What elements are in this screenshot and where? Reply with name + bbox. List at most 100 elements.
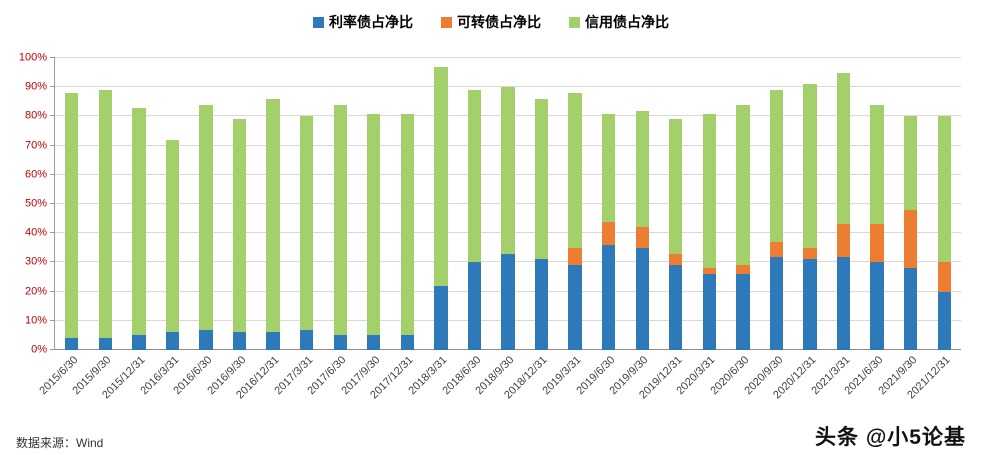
bar-segment [903, 209, 918, 269]
bar-segment [367, 335, 381, 350]
y-axis-tick [50, 232, 55, 234]
y-axis-tick [50, 349, 55, 350]
bar-segment [132, 107, 146, 336]
bar-segment [937, 116, 951, 263]
watermark: 头条 @小5论基 [815, 426, 966, 449]
bar-segment [333, 104, 347, 336]
bar-segment [434, 66, 448, 286]
bar-segment [501, 87, 515, 254]
bar-segment [870, 262, 884, 350]
bar-segment [669, 265, 683, 350]
bar-segment [98, 338, 113, 350]
bar-segment [467, 262, 482, 350]
bar-segment [702, 274, 717, 350]
y-axis-label: 70% [24, 139, 47, 152]
bar-segment [199, 104, 213, 330]
legend-label: 信用债占净比 [585, 14, 669, 30]
source-note: 数据来源：Wind [16, 436, 104, 450]
bar-segment [434, 285, 448, 350]
bar-segment [702, 113, 717, 269]
bar-segment [165, 332, 180, 350]
plot-area: 0% 10% 20% 30% 40% 50% 60% 70% 80% 90% 100% 2015/6/… [19, 52, 961, 401]
bar-segment [299, 329, 314, 350]
bar-segment [769, 241, 784, 257]
y-axis-label: 50% [24, 197, 47, 210]
bar-segment [400, 113, 415, 336]
bar-segment [266, 332, 280, 350]
y-axis-tick [50, 86, 55, 88]
bar-segment [601, 221, 616, 245]
y-axis-tick [50, 115, 55, 117]
y-axis-label: 30% [24, 255, 47, 268]
y-axis-label: 80% [24, 109, 47, 122]
bar-segment [534, 259, 549, 350]
y-axis-tick [50, 203, 55, 204]
bar-segment [467, 90, 482, 263]
bar-segment [769, 256, 784, 350]
bar-segment [870, 104, 884, 225]
bar-segment [601, 244, 616, 350]
y-axis-tick [50, 144, 55, 146]
gridline [55, 86, 961, 88]
bar-segment [199, 329, 213, 350]
y-axis-label: 40% [24, 226, 47, 239]
legend-swatch-icon [569, 16, 580, 28]
y-axis-label: 100% [18, 51, 47, 64]
bar-segment [736, 274, 750, 350]
bar-segment [635, 247, 649, 350]
bar-segment [65, 93, 79, 339]
bar-segment [736, 104, 750, 266]
bar-segment [836, 256, 851, 350]
bar-segment [870, 224, 884, 263]
y-axis-tick [50, 290, 55, 292]
bar-segment [736, 265, 750, 275]
bar-segment [333, 335, 347, 350]
bar-segment [299, 116, 314, 330]
bar-segment [937, 291, 951, 350]
bar-segment [836, 72, 851, 225]
chart-footer: 数据来源：Wind 头条 @小5论基 [0, 421, 982, 451]
bar-segment [635, 110, 649, 228]
bar-segment [669, 253, 683, 266]
legend-item: 信用债占净比 [569, 12, 669, 32]
chart-legend: 利率债占净比 可转债占净比 信用债占净比 [0, 12, 982, 32]
y-axis-label: 90% [24, 80, 47, 93]
bar-segment [769, 90, 784, 242]
y-axis-tick [50, 57, 55, 58]
legend-label: 利率债占净比 [329, 14, 413, 30]
bar-segment [937, 262, 951, 292]
bar-segment [836, 224, 851, 257]
bar-segment [568, 247, 582, 266]
y-axis-tick [50, 173, 55, 175]
legend-label: 可转债占净比 [457, 14, 541, 30]
bar-segment [98, 90, 113, 339]
y-axis-label: 60% [24, 168, 47, 181]
bar-segment [400, 335, 415, 350]
bar-segment [266, 98, 280, 333]
bar-segment [568, 265, 582, 350]
bar-segment [601, 113, 616, 222]
bar-segment [803, 84, 817, 248]
y-axis-tick [50, 319, 55, 321]
bar-segment [534, 98, 549, 260]
bar-segment [65, 338, 79, 350]
bar-segment [132, 335, 146, 350]
legend-swatch-icon [441, 16, 452, 28]
y-axis-label: 0% [31, 343, 47, 356]
legend-swatch-icon [313, 16, 324, 28]
gridline [55, 57, 961, 58]
bar-segment [702, 268, 717, 275]
y-axis-tick [50, 261, 55, 263]
bar-segment [501, 253, 515, 350]
bar-segment [669, 119, 683, 254]
legend-item: 可转债占净比 [441, 12, 541, 32]
bar-segment [367, 113, 381, 336]
bar-segment [803, 259, 817, 350]
bar-segment [232, 332, 247, 350]
legend-item: 利率债占净比 [313, 12, 413, 32]
bar-segment [232, 119, 247, 333]
bar-segment [903, 116, 918, 210]
bar-segment [568, 93, 582, 248]
bar-segment [165, 139, 180, 333]
